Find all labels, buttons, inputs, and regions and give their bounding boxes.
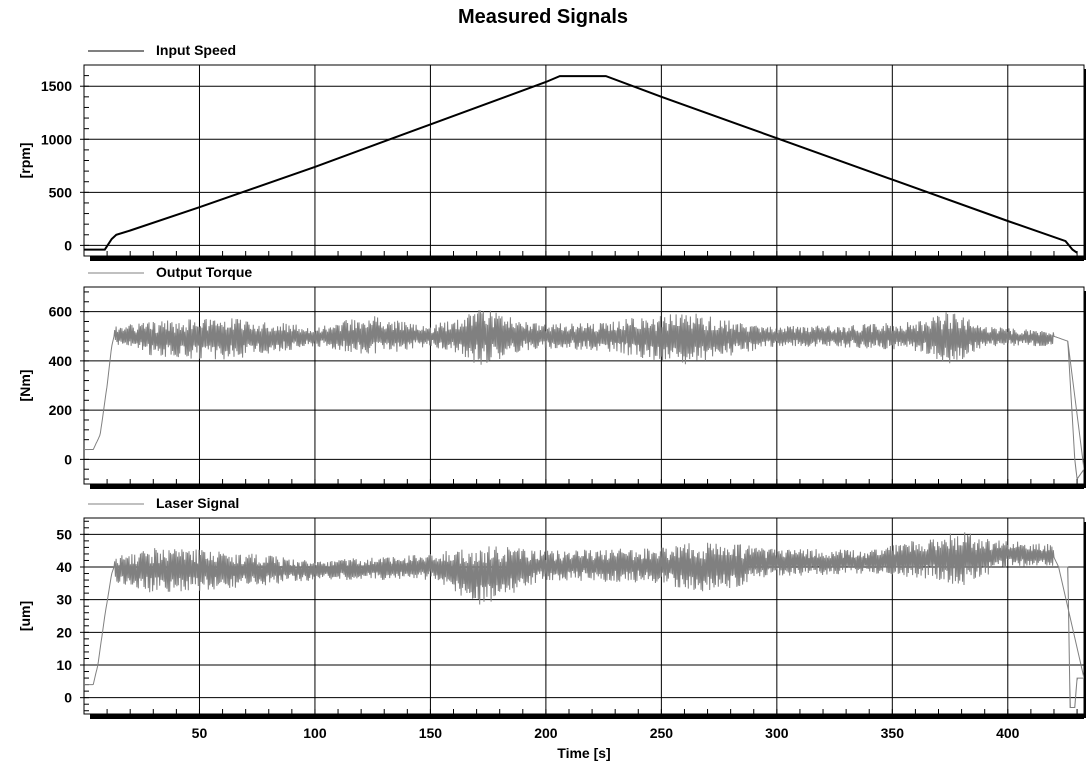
plot-area xyxy=(83,64,1085,257)
y-tick-label: 10 xyxy=(56,657,72,673)
y-tick-label: 1000 xyxy=(41,131,72,147)
y-tick-label: 30 xyxy=(56,592,72,608)
legend-label: Output Torque xyxy=(156,264,252,280)
axis-shadow-bar xyxy=(90,484,1084,489)
plot-area xyxy=(83,286,1085,485)
y-tick-label: 1500 xyxy=(41,78,72,94)
x-tick-label: 150 xyxy=(419,725,443,741)
x-tick-label: 50 xyxy=(192,725,208,741)
x-tick-label: 350 xyxy=(881,725,905,741)
y-tick-label: 20 xyxy=(56,624,72,640)
y-tick-label: 600 xyxy=(49,304,73,320)
y-tick-label: 50 xyxy=(56,526,72,542)
axis-shadow-right xyxy=(1084,522,1086,718)
y-axis-label: [Nm] xyxy=(17,370,33,402)
x-tick-label: 100 xyxy=(303,725,327,741)
y-axis-label: [um] xyxy=(17,601,33,631)
y-tick-label: 0 xyxy=(64,690,72,706)
axis-shadow-bar xyxy=(90,256,1084,261)
axis-shadow-right xyxy=(1084,291,1086,488)
y-tick-label: 200 xyxy=(49,402,73,418)
y-tick-label: 500 xyxy=(49,184,73,200)
legend-label: Laser Signal xyxy=(156,495,239,511)
y-tick-label: 40 xyxy=(56,559,72,575)
x-tick-label: 250 xyxy=(650,725,674,741)
legend-label: Input Speed xyxy=(156,42,236,58)
axis-shadow-bar xyxy=(90,714,1084,719)
axis-shadow-right xyxy=(1084,69,1086,260)
y-tick-label: 0 xyxy=(64,237,72,253)
x-axis-label: Time [s] xyxy=(557,745,610,761)
series-line-laser-signal xyxy=(84,532,1085,708)
chart-panel-2: 0 200 400 600 Output Torque [Nm] xyxy=(17,264,1086,489)
x-tick-label: 400 xyxy=(996,725,1020,741)
chart-title: Measured Signals xyxy=(457,6,629,28)
series-line-output-torque xyxy=(84,310,1085,481)
series-line-input-speed xyxy=(84,75,1078,254)
x-tick-label: 200 xyxy=(534,725,558,741)
y-axis-label: [rpm] xyxy=(17,143,33,179)
chart-panel-3: 0 10 20 30 40 50 Laser Signal [um] 50 100 150 200 25… xyxy=(17,495,1086,761)
y-tick-label: 400 xyxy=(49,353,73,369)
chart-panel-1: 0 500 1000 1500 Input Speed [rpm] xyxy=(17,42,1086,261)
y-tick-label: 0 xyxy=(64,451,72,467)
x-tick-label: 300 xyxy=(765,725,789,741)
